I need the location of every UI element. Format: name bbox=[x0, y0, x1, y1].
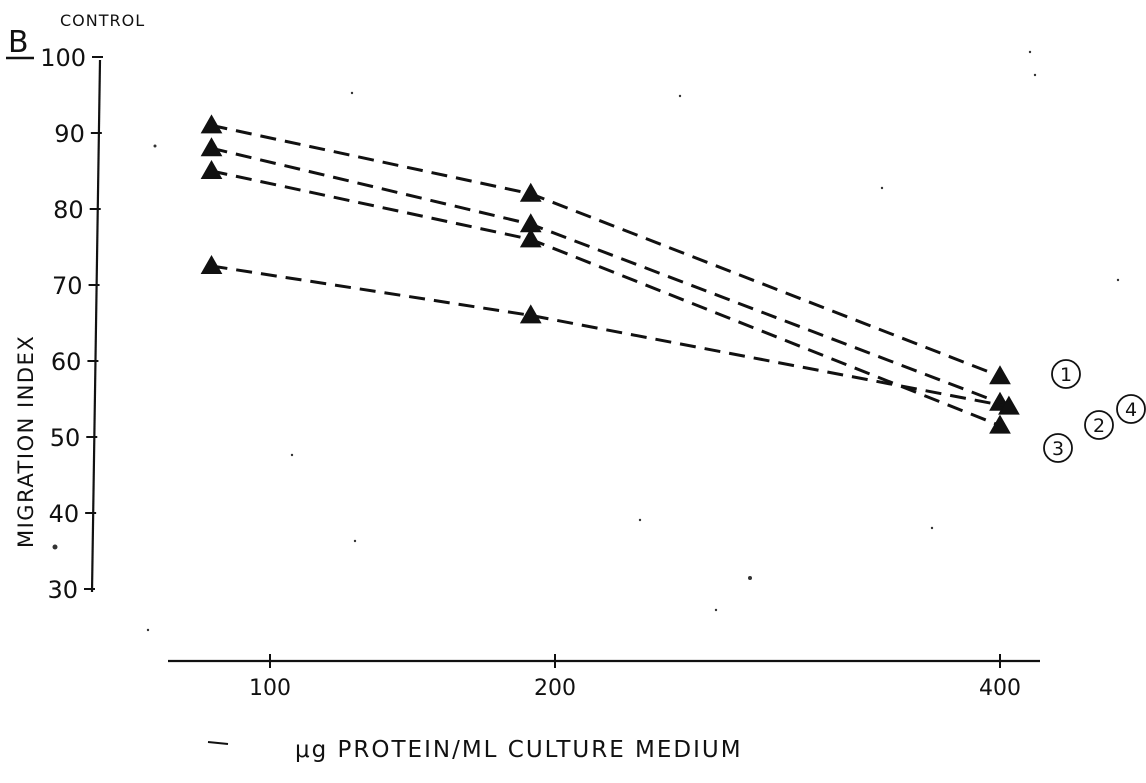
y-tick-label-30: 30 bbox=[47, 576, 78, 604]
series-label-1: 1 bbox=[1060, 364, 1072, 386]
series-line-4 bbox=[211, 264, 1010, 409]
series-line-3 bbox=[211, 169, 1001, 427]
x-tick-label-100: 100 bbox=[249, 676, 291, 701]
y-tick-label-80: 80 bbox=[53, 196, 84, 224]
marker-series-3-90 bbox=[200, 159, 223, 179]
y-tick-label-70: 70 bbox=[52, 272, 83, 300]
y-axis bbox=[90, 59, 102, 593]
marker-series-4-195 bbox=[519, 304, 542, 324]
x-axis-ticks: 100 200 400 bbox=[249, 654, 1021, 701]
series-label-circle-4 bbox=[1116, 394, 1146, 424]
marker-series-2-90 bbox=[200, 137, 223, 157]
y-axis-ticks: 30 40 50 60 70 80 90 100 bbox=[40, 44, 103, 604]
series-label-4: 4 bbox=[1125, 399, 1137, 421]
y-tick-label-40: 40 bbox=[49, 500, 80, 528]
series-labels: 1 2 3 4 bbox=[1043, 359, 1146, 463]
marker-series-1-90 bbox=[200, 114, 223, 134]
series-line-2 bbox=[211, 146, 1001, 405]
series-line-1 bbox=[211, 123, 1001, 378]
series-label-2: 2 bbox=[1093, 415, 1105, 437]
control-label: CONTROL bbox=[60, 11, 145, 30]
y-tick-label-60: 60 bbox=[51, 348, 82, 376]
y-tick-label-100: 100 bbox=[40, 44, 86, 72]
marker-series-3-195 bbox=[519, 228, 542, 248]
marker-series-1-400 bbox=[989, 365, 1011, 385]
y-axis-title: MIGRATION INDEX bbox=[14, 335, 38, 548]
series-label-circle-2 bbox=[1084, 410, 1114, 440]
series-label-3: 3 bbox=[1052, 438, 1064, 460]
panel-label: B bbox=[8, 25, 29, 60]
marker-series-4-404 bbox=[998, 395, 1020, 415]
x-tick-label-200: 200 bbox=[534, 676, 576, 701]
marker-series-4-90 bbox=[200, 254, 223, 274]
marker-series-3-400 bbox=[989, 414, 1011, 434]
x-tick-label-400: 400 bbox=[979, 676, 1021, 701]
y-tick-label-50: 50 bbox=[50, 424, 81, 452]
series-label-circle-3 bbox=[1043, 433, 1073, 463]
series-layer bbox=[200, 114, 1020, 434]
paper-specks bbox=[52, 50, 1120, 632]
stray-mark bbox=[207, 741, 229, 745]
y-tick-label-90: 90 bbox=[54, 120, 85, 148]
x-axis-title: μg PROTEIN/ML CULTURE MEDIUM bbox=[295, 737, 743, 763]
marker-series-1-195 bbox=[519, 182, 542, 202]
series-label-circle-1 bbox=[1051, 359, 1081, 389]
